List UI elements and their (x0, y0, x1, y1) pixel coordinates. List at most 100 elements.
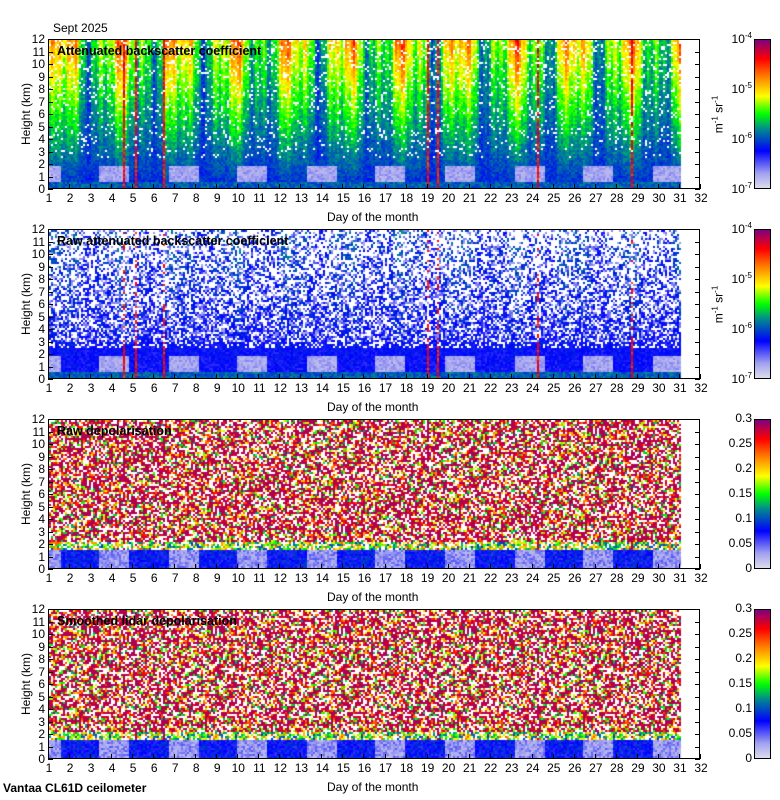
colorbar-tick-base: 10 (731, 182, 745, 196)
panel-title: Smoothed lidar depolarisation (57, 614, 237, 628)
colorbar-tick-label: 0.15 (712, 676, 752, 690)
x-tick-label: 24 (526, 191, 540, 205)
unit-part: -1 (710, 116, 720, 124)
x-tick-label: 8 (192, 761, 200, 775)
x-tick-mark (195, 564, 197, 569)
panel-title: Attenuated backscatter coefficient (57, 44, 262, 58)
x-tick-mark (594, 754, 596, 759)
x-tick-label: 14 (315, 761, 330, 775)
y-tick-mark-right (695, 241, 700, 243)
y-tick-mark (48, 544, 53, 545)
y-tick-label: 9 (38, 259, 45, 274)
x-tick-label: 21 (462, 571, 477, 585)
x-tick-label: 28 (610, 761, 624, 775)
colorbar (754, 419, 771, 569)
x-tick-label: 12 (273, 381, 288, 395)
y-tick-label: 11 (32, 234, 45, 249)
y-tick-label: 6 (38, 297, 45, 311)
x-tick-mark (489, 564, 491, 569)
y-tick-mark-right (695, 366, 700, 368)
y-tick-label: 2 (38, 347, 45, 361)
x-tick-mark (69, 374, 71, 379)
y-tick-mark-right (695, 354, 700, 355)
colorbar-tick-label: 0.25 (712, 626, 752, 640)
colorbar-unit-label: m-1 sr-1 (711, 280, 726, 330)
x-tick-label: 20 (441, 191, 456, 205)
x-tick-mark (657, 374, 659, 379)
x-tick-label: 7 (171, 381, 179, 395)
heatmap-plot-area: Raw depolarisation (48, 419, 700, 569)
x-tick-label: 17 (378, 571, 393, 585)
x-tick-label: 6 (150, 571, 158, 585)
x-tick-label: 16 (357, 191, 372, 205)
panel-title: Raw depolarisation (57, 424, 172, 438)
y-tick-label: 0 (38, 182, 45, 196)
x-tick-mark (657, 564, 659, 569)
y-tick-mark (48, 291, 53, 293)
x-tick-label: 2 (66, 381, 74, 395)
colorbar-tick-label: 0.2 (712, 461, 752, 475)
x-tick-mark (342, 374, 344, 379)
x-tick-label: 12 (273, 191, 288, 205)
y-tick-label: 1 (38, 739, 45, 754)
y-tick-label: 1 (38, 549, 45, 564)
x-tick-label: 15 (336, 761, 351, 775)
y-tick-mark-right (695, 746, 700, 748)
x-tick-label: 10 (231, 191, 245, 205)
colorbar (754, 39, 771, 189)
y-tick-mark (48, 341, 53, 343)
y-tick-mark (48, 494, 53, 495)
x-tick-mark (678, 754, 680, 759)
x-tick-mark (636, 184, 638, 189)
heatmap-plot-area: Raw attenuated backscatter coefficient (48, 229, 700, 379)
x-tick-label: 19 (420, 571, 435, 585)
x-tick-mark (321, 184, 323, 189)
colorbar-tick-label: 0.05 (712, 726, 752, 740)
y-tick-mark-right (695, 659, 700, 660)
y-tick-mark-right (695, 76, 700, 78)
y-tick-mark (48, 481, 53, 483)
y-tick-mark-right (695, 709, 700, 710)
colorbar-tick-exponent: -6 (744, 131, 752, 140)
x-tick-mark (678, 374, 680, 379)
unit-part: -1 (710, 95, 720, 103)
x-tick-mark (279, 184, 281, 189)
y-tick-label: 11 (32, 424, 45, 439)
y-tick-label: 11 (32, 614, 45, 629)
colorbar-tick-label: 10-5 (712, 81, 752, 96)
x-tick-label: 2 (66, 761, 74, 775)
x-tick-mark (594, 564, 596, 569)
x-tick-label: 17 (378, 381, 393, 395)
x-tick-mark (552, 184, 554, 189)
y-tick-label: 12 (31, 32, 45, 46)
y-tick-mark-right (695, 266, 700, 268)
x-tick-mark (426, 754, 428, 759)
y-tick-mark-right (695, 544, 700, 545)
x-tick-label: 30 (652, 191, 666, 205)
colorbar-tick-label: 0.05 (712, 536, 752, 550)
x-tick-mark (363, 564, 365, 569)
x-tick-label: 5 (129, 571, 137, 585)
y-tick-mark (48, 76, 53, 78)
y-tick-mark (48, 229, 53, 230)
x-tick-label: 29 (631, 191, 645, 205)
x-tick-mark (90, 754, 92, 759)
y-tick-mark-right (695, 291, 700, 293)
y-tick-mark-right (695, 569, 700, 570)
unit-part: -1 (710, 285, 720, 293)
x-tick-label: 8 (192, 381, 200, 395)
x-tick-label: 1 (45, 761, 53, 775)
x-tick-label: 10 (231, 381, 245, 395)
y-tick-mark-right (695, 254, 700, 255)
y-tick-mark (48, 684, 53, 685)
x-tick-mark (258, 754, 260, 759)
x-tick-mark (594, 184, 596, 189)
y-tick-label: 5 (38, 119, 45, 134)
x-tick-label: 21 (462, 761, 477, 775)
colorbar-tick-label: 10-6 (712, 321, 752, 336)
x-tick-mark (90, 564, 92, 569)
x-tick-label: 29 (631, 381, 645, 395)
y-tick-mark-right (695, 734, 700, 735)
x-tick-mark (300, 184, 302, 189)
